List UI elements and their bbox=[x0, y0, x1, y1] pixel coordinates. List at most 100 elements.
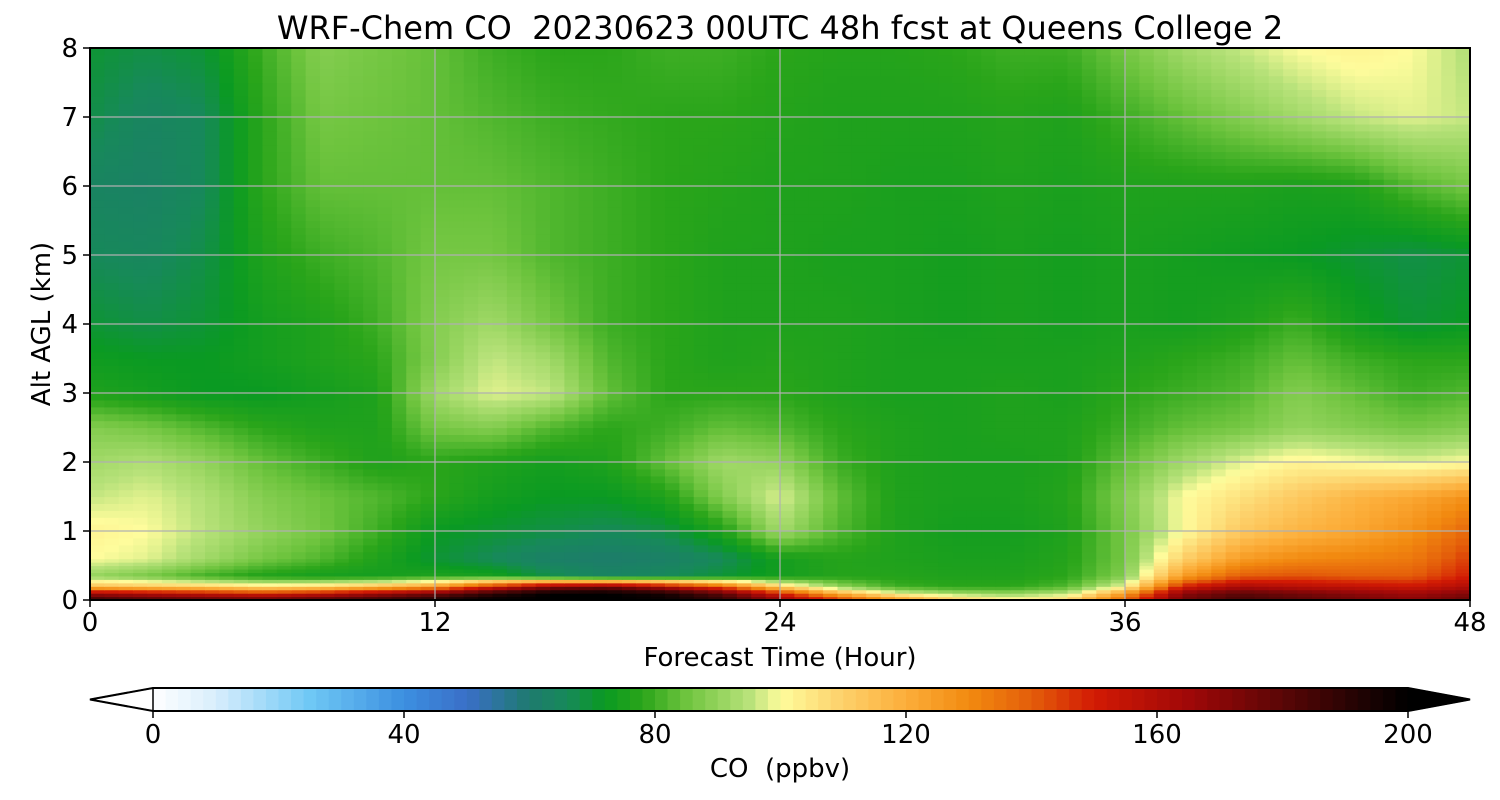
co-cell bbox=[1182, 455, 1198, 463]
co-cell bbox=[219, 365, 235, 373]
co-cell bbox=[621, 330, 637, 339]
co-cell bbox=[348, 406, 364, 415]
co-cell bbox=[90, 434, 105, 442]
co-cell bbox=[1182, 579, 1198, 584]
co-cell bbox=[176, 575, 192, 580]
co-cell bbox=[823, 351, 839, 360]
co-cell bbox=[780, 589, 795, 594]
co-cell bbox=[1383, 510, 1399, 518]
co-cell bbox=[305, 565, 321, 570]
co-cell bbox=[1182, 399, 1198, 408]
co-cell bbox=[291, 462, 307, 470]
co-cell bbox=[1038, 344, 1054, 353]
co-cell bbox=[1096, 565, 1112, 570]
co-cell bbox=[1268, 558, 1284, 563]
co-cell bbox=[406, 586, 422, 591]
co-cell bbox=[1283, 579, 1299, 584]
co-cell bbox=[348, 420, 364, 429]
co-cell bbox=[1398, 475, 1414, 484]
co-cell bbox=[248, 289, 264, 297]
co-cell bbox=[1340, 393, 1356, 401]
co-cell bbox=[1355, 531, 1370, 539]
co-cell bbox=[104, 351, 120, 360]
co-cell bbox=[1254, 586, 1270, 591]
co-cell bbox=[1240, 582, 1255, 587]
co-cell bbox=[1254, 565, 1270, 570]
co-cell bbox=[1196, 324, 1212, 332]
co-cell bbox=[1010, 475, 1025, 484]
co-cell bbox=[1196, 565, 1212, 570]
co-cell bbox=[736, 324, 752, 332]
co-cell bbox=[435, 565, 450, 570]
co-cell bbox=[837, 551, 853, 560]
co-cell bbox=[435, 524, 450, 532]
co-cell bbox=[1182, 351, 1198, 360]
co-cell bbox=[118, 324, 134, 332]
co-cell bbox=[1297, 475, 1313, 484]
co-cell bbox=[363, 575, 379, 580]
co-cell bbox=[621, 537, 637, 546]
co-cell bbox=[449, 544, 465, 553]
co-cell bbox=[938, 427, 954, 435]
co-cell bbox=[722, 572, 738, 577]
co-cell bbox=[1369, 379, 1385, 387]
co-cell bbox=[794, 296, 810, 304]
co-cell bbox=[535, 365, 551, 373]
co-cell bbox=[708, 582, 724, 587]
co-cell bbox=[679, 372, 695, 380]
co-cell bbox=[248, 462, 264, 470]
co-cell bbox=[1053, 579, 1069, 584]
co-cell bbox=[1326, 524, 1342, 532]
co-cell bbox=[1340, 475, 1356, 484]
co-cell bbox=[895, 324, 910, 332]
co-cell bbox=[722, 510, 738, 518]
co-cell bbox=[147, 441, 163, 449]
co-cell bbox=[866, 475, 882, 484]
co-cell bbox=[909, 537, 925, 546]
co-cell bbox=[363, 582, 379, 587]
co-cell bbox=[535, 282, 551, 291]
co-cell bbox=[248, 575, 264, 580]
co-cell bbox=[1455, 496, 1470, 504]
co-cell bbox=[1038, 589, 1054, 594]
co-cell bbox=[1254, 310, 1270, 318]
co-cell bbox=[1311, 372, 1327, 380]
co-cell bbox=[708, 282, 724, 291]
co-cell bbox=[90, 537, 105, 546]
co-cell bbox=[248, 468, 264, 477]
co-cell bbox=[449, 517, 465, 525]
co-cell bbox=[780, 531, 795, 539]
co-cell bbox=[1426, 317, 1442, 325]
co-cell bbox=[895, 413, 910, 422]
co-cell bbox=[506, 344, 522, 353]
co-cell bbox=[320, 365, 335, 373]
co-cell bbox=[1196, 544, 1212, 553]
co-cell bbox=[650, 558, 666, 563]
co-cell bbox=[190, 475, 206, 484]
co-cell bbox=[391, 537, 407, 546]
co-cell bbox=[535, 462, 551, 470]
co-cell bbox=[808, 330, 824, 339]
co-cell bbox=[147, 365, 163, 373]
co-cell bbox=[981, 337, 997, 346]
co-cell bbox=[895, 289, 910, 297]
co-cell bbox=[851, 593, 867, 598]
co-cell bbox=[1326, 413, 1342, 422]
co-cell bbox=[981, 489, 997, 498]
co-cell bbox=[679, 317, 695, 325]
co-cell bbox=[133, 296, 149, 304]
co-cell bbox=[1225, 317, 1241, 325]
co-cell bbox=[895, 517, 910, 525]
co-cell bbox=[751, 568, 767, 573]
co-cell bbox=[435, 441, 450, 449]
co-cell bbox=[205, 475, 220, 484]
co-cell bbox=[1398, 510, 1414, 518]
co-cell bbox=[1196, 289, 1212, 297]
co-cell bbox=[435, 468, 450, 477]
co-cell bbox=[1038, 562, 1054, 567]
co-cell bbox=[1225, 386, 1241, 394]
co-cell bbox=[262, 434, 278, 442]
co-cell bbox=[1153, 351, 1169, 360]
co-cell bbox=[550, 365, 565, 373]
co-cell bbox=[248, 379, 264, 387]
